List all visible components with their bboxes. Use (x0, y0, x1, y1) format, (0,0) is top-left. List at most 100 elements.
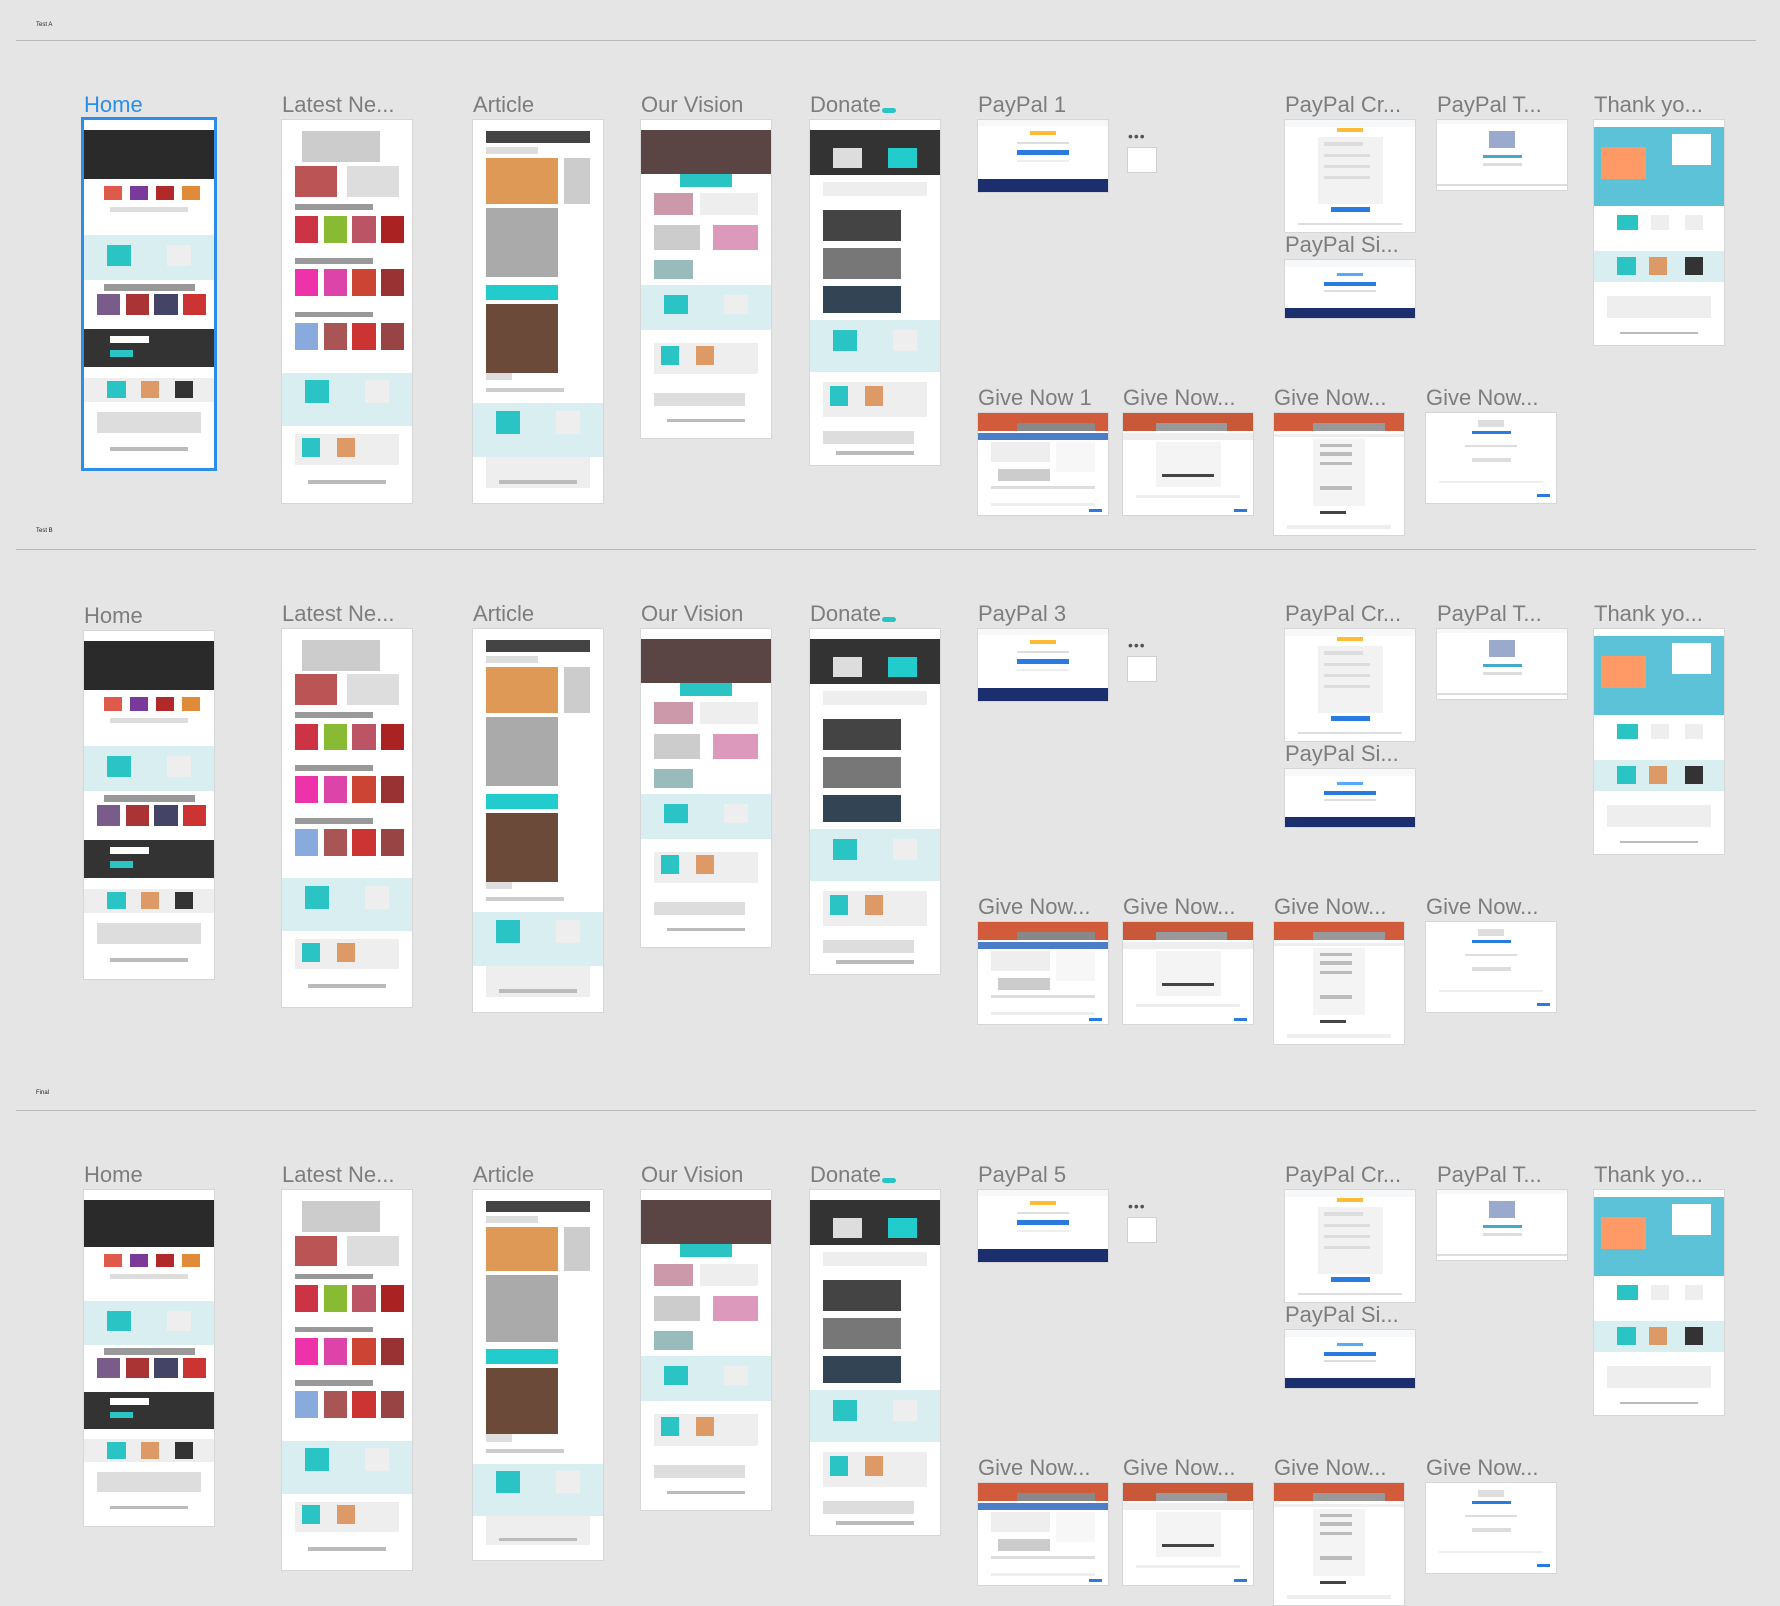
frame-thumbnail[interactable] (1594, 629, 1724, 854)
frame-title[interactable]: PayPal T... (1437, 92, 1542, 117)
frame-give2[interactable]: Give Now... (1123, 894, 1253, 1024)
frame-title[interactable]: Our Vision (641, 92, 744, 117)
frame-thumbnail[interactable] (1123, 1483, 1253, 1585)
frame-pptr[interactable]: PayPal T... (1437, 601, 1567, 699)
more-frames-indicator[interactable]: ••• (1128, 1198, 1146, 1214)
frame-home[interactable]: Home (84, 92, 214, 468)
frame-pptr[interactable]: PayPal T... (1437, 92, 1567, 190)
frame-title[interactable]: Donate (810, 92, 881, 117)
frame-news[interactable]: Latest Ne... (282, 92, 412, 503)
frame-title[interactable]: PayPal 1 (978, 92, 1067, 117)
section-label[interactable]: Test A (36, 22, 53, 28)
frame-ppcr[interactable]: PayPal Cr... (1285, 92, 1415, 232)
frame-ppcr[interactable]: PayPal Cr... (1285, 1162, 1415, 1302)
frame-thumbnail[interactable] (1285, 1330, 1415, 1388)
frame-ppsi[interactable]: PayPal Si... (1285, 232, 1415, 318)
frame-title[interactable]: Give Now... (1123, 894, 1236, 919)
frame-title[interactable]: Give Now... (978, 894, 1091, 919)
frame-title[interactable]: PayPal Si... (1285, 1302, 1399, 1327)
frame-thumbnail[interactable] (282, 120, 412, 503)
frame-title[interactable]: Home (84, 603, 143, 628)
frame-thumbnail[interactable] (282, 1190, 412, 1570)
frame-thumbnail[interactable] (84, 120, 214, 468)
frame-title[interactable]: PayPal Cr... (1285, 1162, 1402, 1187)
frame-title[interactable]: Give Now... (1274, 385, 1387, 410)
frame-article[interactable]: Article (473, 601, 603, 1012)
more-frames-indicator[interactable]: ••• (1128, 637, 1146, 653)
frame-thumbnail[interactable] (978, 1190, 1108, 1262)
frame-title[interactable]: Give Now... (1426, 894, 1539, 919)
mini-frame[interactable] (1128, 1218, 1156, 1242)
frame-thumbnail[interactable] (810, 120, 940, 465)
frame-thank[interactable]: Thank yo... (1594, 1162, 1724, 1415)
frame-title[interactable]: Article (473, 601, 535, 626)
frame-thumbnail[interactable] (1437, 1190, 1567, 1260)
frame-title[interactable]: Donate (810, 1162, 881, 1187)
section-label[interactable]: Final (36, 1090, 50, 1096)
frame-title[interactable]: Article (473, 92, 535, 117)
frame-title[interactable]: Latest Ne... (282, 92, 395, 117)
frame-title[interactable]: Give Now... (1274, 894, 1387, 919)
frame-thumbnail[interactable] (473, 1190, 603, 1560)
frame-title[interactable]: Article (473, 1162, 535, 1187)
frame-thumbnail[interactable] (1285, 769, 1415, 827)
frame-paypal1[interactable]: PayPal 3 ••• (978, 601, 1156, 701)
frame-title[interactable]: Home (84, 92, 143, 117)
frame-title[interactable]: PayPal 5 (978, 1162, 1067, 1187)
frame-thumbnail[interactable] (1285, 120, 1415, 232)
frame-title[interactable]: Thank yo... (1594, 601, 1703, 626)
frame-title[interactable]: Give Now... (1123, 385, 1236, 410)
frame-thumbnail[interactable] (1274, 1483, 1404, 1605)
frame-thank[interactable]: Thank yo... (1594, 601, 1724, 854)
frame-give3[interactable]: Give Now... (1274, 385, 1404, 535)
frame-title[interactable]: PayPal T... (1437, 601, 1542, 626)
frame-vision[interactable]: Our Vision (641, 1162, 771, 1510)
frame-thumbnail[interactable] (1123, 922, 1253, 1024)
frame-give4[interactable]: Give Now... (1426, 385, 1556, 503)
frame-news[interactable]: Latest Ne... (282, 1162, 412, 1570)
frame-give3[interactable]: Give Now... (1274, 1455, 1404, 1605)
frame-thumbnail[interactable] (641, 120, 771, 438)
frame-thumbnail[interactable] (1594, 1190, 1724, 1415)
frame-thumbnail[interactable] (810, 629, 940, 974)
frame-title[interactable]: Latest Ne... (282, 1162, 395, 1187)
frame-ppsi[interactable]: PayPal Si... (1285, 741, 1415, 827)
frame-title[interactable]: Give Now... (1123, 1455, 1236, 1480)
frame-give2[interactable]: Give Now... (1123, 1455, 1253, 1585)
frame-title[interactable]: Give Now... (1426, 1455, 1539, 1480)
frame-title[interactable]: Latest Ne... (282, 601, 395, 626)
frame-thumbnail[interactable] (1426, 922, 1556, 1012)
frame-thumbnail[interactable] (978, 922, 1108, 1024)
more-frames-indicator[interactable]: ••• (1128, 128, 1146, 144)
frame-thumbnail[interactable] (978, 120, 1108, 192)
frame-title[interactable]: Our Vision (641, 601, 744, 626)
frame-title[interactable]: Give Now... (978, 1455, 1091, 1480)
frame-give4[interactable]: Give Now... (1426, 894, 1556, 1012)
frame-home[interactable]: Home (84, 1162, 214, 1526)
frame-thumbnail[interactable] (84, 1190, 214, 1526)
frame-title[interactable]: PayPal Si... (1285, 232, 1399, 257)
frame-thumbnail[interactable] (1437, 120, 1567, 190)
mini-frame[interactable] (1128, 148, 1156, 172)
frame-thumbnail[interactable] (1437, 629, 1567, 699)
frame-ppsi[interactable]: PayPal Si... (1285, 1302, 1415, 1388)
frame-vision[interactable]: Our Vision (641, 601, 771, 947)
frame-give1[interactable]: Give Now... (978, 1455, 1108, 1585)
frame-thumbnail[interactable] (641, 629, 771, 947)
frame-thumbnail[interactable] (978, 1483, 1108, 1585)
frame-ppcr[interactable]: PayPal Cr... (1285, 601, 1415, 741)
frame-thumbnail[interactable] (810, 1190, 940, 1535)
frame-thumbnail[interactable] (1274, 922, 1404, 1044)
frame-thumbnail[interactable] (282, 629, 412, 1007)
frame-title[interactable]: Give Now 1 (978, 385, 1092, 410)
frame-thumbnail[interactable] (1285, 629, 1415, 741)
frame-home[interactable]: Home (84, 603, 214, 979)
frame-paypal1[interactable]: PayPal 1 ••• (978, 92, 1156, 192)
frame-give1[interactable]: Give Now 1 (978, 385, 1108, 515)
frame-title[interactable]: Donate (810, 601, 881, 626)
frame-thumbnail[interactable] (473, 120, 603, 503)
frame-donate[interactable]: Donate (810, 601, 940, 974)
frame-article[interactable]: Article (473, 1162, 603, 1560)
frame-title[interactable]: Thank yo... (1594, 1162, 1703, 1187)
frame-title[interactable]: Our Vision (641, 1162, 744, 1187)
